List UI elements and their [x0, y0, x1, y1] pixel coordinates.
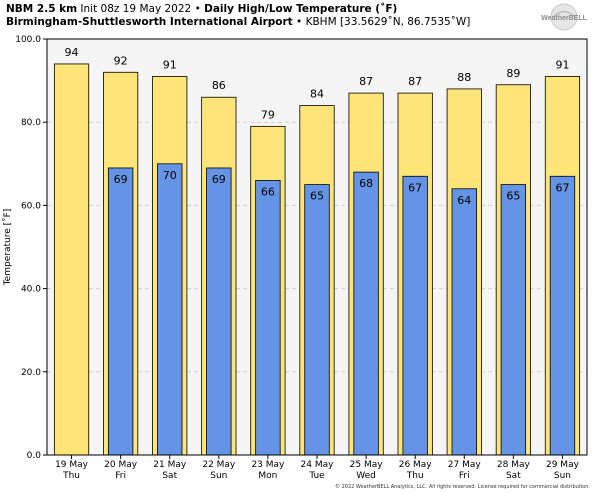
x-tick-weekday: Fri [115, 471, 126, 481]
x-tick-weekday: Thu [406, 471, 424, 481]
low-value-label: 65 [310, 190, 324, 203]
low-value-label: 69 [212, 173, 226, 186]
low-bar [500, 184, 527, 456]
y-tick-label: 0.0 [27, 451, 42, 461]
separator-bullet: • [296, 16, 303, 28]
logo-text: WeatherBELL [541, 15, 587, 22]
y-tick-label: 80.0 [21, 118, 41, 128]
high-value-label: 91 [555, 58, 569, 71]
low-value-label: 68 [359, 177, 373, 190]
x-tick-weekday: Sun [554, 471, 571, 481]
x-tick-weekday: Mon [258, 471, 277, 481]
high-value-label: 91 [163, 58, 177, 71]
low-value-label: 66 [261, 185, 275, 198]
x-tick-date: 25 May [350, 460, 384, 470]
low-bar [157, 163, 183, 456]
low-value-label: 64 [457, 194, 471, 207]
low-bar [353, 171, 379, 456]
y-tick-label: 60.0 [21, 201, 41, 211]
x-tick-weekday: Thu [62, 471, 80, 481]
x-tick-weekday: Wed [356, 471, 376, 481]
y-tick-label: 20.0 [21, 368, 41, 378]
high-value-label: 94 [65, 46, 79, 59]
chart-title: Daily High/Low Temperature (˚F) [204, 3, 398, 15]
high-value-label: 86 [212, 79, 226, 92]
init-time: Init 08z 19 May 2022 [80, 3, 192, 15]
y-tick-label: 100.0 [15, 35, 41, 45]
x-tick-date: 28 May [497, 460, 531, 470]
x-tick-date: 23 May [251, 460, 285, 470]
low-value-label: 67 [408, 181, 422, 194]
high-value-label: 79 [261, 108, 275, 121]
x-tick-date: 19 May [55, 460, 89, 470]
x-tick-weekday: Sat [162, 471, 177, 481]
y-axis-ticks: 0.0 20.0 40.0 60.0 80.0 100.0 [15, 35, 47, 461]
x-tick-date: 21 May [153, 460, 187, 470]
x-tick-weekday: Fri [459, 471, 470, 481]
x-tick-weekday: Sat [506, 471, 521, 481]
low-bar [451, 188, 477, 456]
x-tick-date: 24 May [301, 460, 335, 470]
low-bar [255, 180, 281, 456]
bars [53, 63, 581, 456]
x-tick-date: 20 May [104, 460, 138, 470]
low-value-label: 69 [114, 173, 128, 186]
high-value-label: 87 [408, 75, 422, 88]
copyright-footer: © 2022 WeatherBELL Analytics, LLC. All r… [335, 484, 590, 490]
low-bar [402, 175, 428, 456]
x-tick-weekday: Sun [210, 471, 227, 481]
high-value-label: 84 [310, 88, 324, 101]
separator-bullet: • [194, 3, 201, 15]
high-value-label: 89 [506, 67, 520, 80]
low-bar [549, 175, 576, 456]
x-tick-weekday: Tue [308, 471, 325, 481]
x-tick-date: 26 May [399, 460, 433, 470]
chart-header-line1: NBM 2.5 km Init 08z 19 May 2022 • Daily … [6, 3, 397, 16]
x-tick-date: 29 May [546, 460, 580, 470]
y-axis-label: Temperature [˚F] [2, 209, 13, 287]
low-value-label: 65 [506, 190, 520, 203]
high-bar [53, 63, 90, 456]
low-value-label: 67 [555, 181, 569, 194]
high-value-label: 92 [114, 54, 128, 67]
weatherbell-logo: WeatherBELL [541, 3, 588, 31]
high-value-label: 88 [457, 71, 471, 84]
station-code: KBHM [33.5629˚N, 86.7535˚W] [305, 16, 471, 28]
x-tick-date: 27 May [448, 460, 482, 470]
model-name: NBM 2.5 km [6, 3, 78, 15]
station-name: Birmingham-Shuttlesworth International A… [6, 16, 293, 28]
x-tick-date: 22 May [202, 460, 236, 470]
low-bar [107, 167, 134, 456]
low-bar [304, 184, 330, 456]
y-tick-label: 40.0 [21, 285, 41, 295]
low-bar [206, 167, 232, 456]
chart-header-line2: Birmingham-Shuttlesworth International A… [6, 16, 470, 29]
low-value-label: 70 [163, 169, 177, 182]
high-value-label: 87 [359, 75, 373, 88]
value-labels: 94 92 69 91 70 86 69 79 66 84 65 87 68 87 67 88 64 89 65 91… [65, 46, 570, 207]
